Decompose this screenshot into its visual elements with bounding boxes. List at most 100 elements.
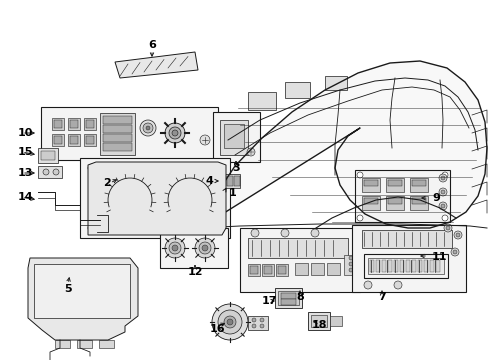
Bar bbox=[55, 340, 70, 348]
Bar bbox=[52, 134, 64, 146]
Circle shape bbox=[164, 123, 184, 143]
Bar bbox=[274, 288, 302, 308]
Text: 3: 3 bbox=[232, 163, 239, 173]
Bar bbox=[385, 196, 403, 210]
Bar bbox=[86, 120, 94, 128]
Circle shape bbox=[441, 215, 447, 221]
Circle shape bbox=[260, 318, 264, 322]
Bar bbox=[41, 107, 218, 160]
Bar bbox=[361, 178, 379, 192]
Circle shape bbox=[393, 281, 401, 289]
Bar bbox=[411, 180, 425, 186]
Bar bbox=[220, 176, 225, 186]
Bar bbox=[399, 260, 403, 272]
Bar bbox=[435, 260, 439, 272]
Circle shape bbox=[172, 245, 178, 251]
Circle shape bbox=[251, 324, 256, 328]
Text: 5: 5 bbox=[64, 284, 72, 294]
Circle shape bbox=[88, 164, 96, 172]
Bar bbox=[103, 134, 132, 142]
Circle shape bbox=[250, 229, 259, 237]
Circle shape bbox=[200, 135, 209, 145]
Bar bbox=[152, 210, 170, 225]
Circle shape bbox=[226, 127, 232, 133]
Circle shape bbox=[146, 126, 150, 130]
Bar bbox=[343, 255, 357, 275]
Bar bbox=[213, 112, 260, 162]
Circle shape bbox=[169, 242, 181, 254]
Bar bbox=[409, 178, 427, 192]
Bar bbox=[285, 82, 309, 98]
Bar bbox=[34, 264, 130, 318]
Bar bbox=[281, 299, 295, 305]
Circle shape bbox=[356, 215, 362, 221]
Circle shape bbox=[450, 248, 458, 256]
Text: 10: 10 bbox=[18, 128, 33, 138]
Circle shape bbox=[438, 174, 446, 182]
Circle shape bbox=[88, 224, 96, 232]
Polygon shape bbox=[115, 52, 198, 78]
Bar bbox=[38, 148, 58, 163]
Bar bbox=[417, 260, 421, 272]
Circle shape bbox=[438, 188, 446, 196]
Bar bbox=[70, 120, 78, 128]
Text: 13: 13 bbox=[18, 168, 33, 178]
Bar bbox=[310, 263, 324, 275]
Bar bbox=[218, 174, 240, 188]
Circle shape bbox=[214, 164, 222, 172]
Bar bbox=[52, 118, 64, 130]
Text: 8: 8 bbox=[296, 292, 303, 302]
Circle shape bbox=[438, 202, 446, 210]
Bar bbox=[99, 340, 114, 348]
Circle shape bbox=[185, 196, 194, 204]
Bar bbox=[354, 170, 449, 222]
Circle shape bbox=[226, 319, 232, 325]
Text: 7: 7 bbox=[377, 292, 385, 302]
Bar bbox=[363, 254, 447, 278]
Bar bbox=[247, 264, 260, 276]
Circle shape bbox=[281, 229, 288, 237]
Circle shape bbox=[246, 148, 254, 156]
Bar bbox=[100, 113, 135, 155]
Circle shape bbox=[142, 123, 153, 133]
Bar bbox=[369, 260, 373, 272]
Bar bbox=[103, 116, 132, 124]
Bar bbox=[41, 151, 55, 160]
Circle shape bbox=[452, 250, 456, 254]
Circle shape bbox=[212, 304, 247, 340]
Bar bbox=[264, 266, 271, 274]
Bar bbox=[385, 178, 403, 192]
Bar bbox=[326, 263, 339, 275]
Circle shape bbox=[441, 172, 447, 178]
Bar bbox=[247, 92, 275, 110]
Circle shape bbox=[224, 316, 236, 328]
Bar bbox=[278, 266, 285, 274]
Bar bbox=[54, 120, 62, 128]
Bar bbox=[381, 260, 385, 272]
Circle shape bbox=[224, 124, 236, 136]
Bar bbox=[367, 258, 443, 274]
Text: 9: 9 bbox=[431, 193, 439, 203]
Circle shape bbox=[140, 120, 156, 136]
Circle shape bbox=[443, 224, 451, 232]
Bar bbox=[294, 263, 307, 275]
Bar bbox=[70, 136, 78, 144]
Bar bbox=[68, 118, 80, 130]
Text: 4: 4 bbox=[205, 176, 213, 186]
Polygon shape bbox=[200, 61, 486, 228]
Circle shape bbox=[455, 233, 459, 237]
Bar bbox=[423, 260, 427, 272]
Text: 1: 1 bbox=[228, 188, 236, 198]
Text: 18: 18 bbox=[311, 320, 327, 330]
Bar bbox=[262, 264, 273, 276]
Circle shape bbox=[195, 238, 215, 258]
Text: 16: 16 bbox=[209, 324, 225, 334]
Bar bbox=[281, 293, 295, 299]
Bar bbox=[361, 196, 379, 210]
Bar bbox=[247, 316, 267, 330]
Bar bbox=[86, 136, 94, 144]
Bar bbox=[429, 260, 433, 272]
Circle shape bbox=[160, 170, 220, 230]
Circle shape bbox=[356, 172, 362, 178]
Bar bbox=[278, 291, 298, 305]
